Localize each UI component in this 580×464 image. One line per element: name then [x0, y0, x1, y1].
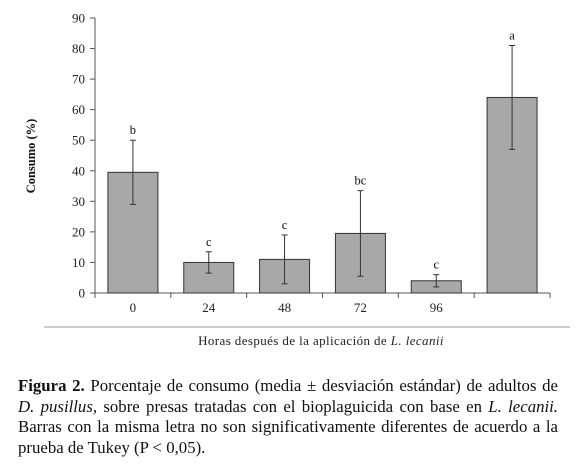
- significance-letter: b: [130, 123, 136, 137]
- y-tick-label: 80: [72, 41, 85, 56]
- x-axis-title: Horas después de la aplicación de L. lec…: [198, 333, 444, 348]
- caption-species-1: D. pusillus,: [18, 396, 98, 416]
- error-bars: [129, 45, 516, 288]
- caption-text-1: Porcentaje de consumo (media ± desviació…: [84, 376, 558, 395]
- x-axis-title-prefix: Horas después de la aplicación de: [198, 333, 391, 348]
- y-tick-label: 60: [72, 102, 85, 117]
- caption-text-2: sobre presas tratadas con el bioplaguici…: [97, 396, 489, 416]
- y-tick-label: 30: [72, 194, 85, 209]
- y-tick-label: 90: [72, 11, 85, 26]
- significance-letter: bc: [355, 174, 367, 188]
- y-tick-label: 70: [72, 72, 85, 87]
- y-axis: 0 10 20 30 40 50 60 70 80 90: [72, 11, 96, 301]
- significance-letter: c: [433, 258, 439, 272]
- significance-letter: c: [282, 218, 288, 232]
- x-tick-label: 0: [130, 300, 137, 315]
- x-tick-label: 96: [430, 300, 444, 315]
- significance-letter: a: [509, 29, 515, 43]
- y-tick-label: 50: [72, 133, 85, 148]
- caption-text-3: Barras con la misma letra no son signifi…: [18, 417, 558, 457]
- caption-label: Figura 2.: [18, 376, 85, 395]
- bars: [107, 96, 538, 294]
- caption-species-2: L. lecanii.: [488, 396, 559, 416]
- y-tick-label: 10: [72, 255, 85, 270]
- significance-letter: c: [206, 235, 212, 249]
- x-tick-label: 72: [354, 300, 367, 315]
- figure-caption: Figura 2. Porcentaje de consumo (media ±…: [18, 376, 558, 458]
- x-axis: 0 24 48 72 96: [94, 292, 551, 315]
- y-tick-label: 0: [79, 286, 86, 301]
- x-axis-title-species: L. lecanii: [390, 333, 444, 348]
- x-tick-label: 24: [202, 300, 216, 315]
- y-tick-label: 40: [72, 163, 85, 178]
- y-tick-label: 20: [72, 224, 85, 239]
- y-axis-title: Consumo (%): [24, 119, 38, 194]
- x-tick-label: 48: [278, 300, 291, 315]
